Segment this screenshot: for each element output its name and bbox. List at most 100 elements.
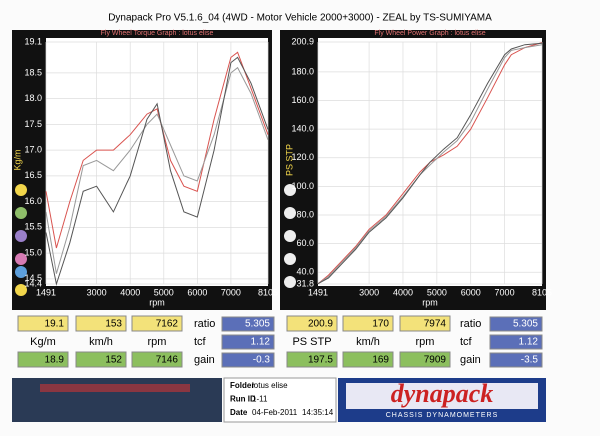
param-value: 1.12 [251, 337, 271, 348]
max-value: 153 [105, 319, 122, 330]
min-value: 7909 [424, 355, 447, 366]
param-label: ratio [194, 318, 215, 330]
x-axis-label: rpm [149, 297, 165, 307]
min-box [131, 351, 183, 368]
min-box [399, 351, 451, 368]
max-box [342, 315, 394, 332]
min-box [286, 351, 338, 368]
unit-label: km/h [89, 336, 113, 348]
x-tick-label: 4000 [393, 287, 413, 297]
logo-band [346, 383, 538, 409]
info-value: 04-Feb-2011 [252, 408, 298, 417]
max-box [75, 315, 127, 332]
data-line [45, 51, 269, 249]
param-label: tcf [194, 336, 207, 348]
data-line [45, 66, 269, 274]
x-tick-label: 3000 [87, 287, 107, 297]
max-box [131, 315, 183, 332]
logo-name: dynapack [391, 379, 494, 408]
max-value: 7974 [424, 319, 447, 330]
max-value: 170 [372, 319, 389, 330]
param-box [221, 334, 275, 350]
banner-stripe [40, 384, 190, 392]
x-tick-label: 5000 [154, 287, 174, 297]
x-tick-label: 7000 [221, 287, 241, 297]
x-tick-label: 6000 [187, 287, 207, 297]
min-value: 18.9 [45, 355, 65, 366]
info-value: 1-11 [252, 395, 268, 404]
unit-label: rpm [416, 336, 435, 348]
param-label: gain [194, 354, 215, 366]
y-tick-label: 18.0 [24, 93, 42, 103]
max-value: 7162 [156, 319, 179, 330]
max-box [286, 315, 338, 332]
min-box [342, 351, 394, 368]
info-box [223, 377, 337, 423]
x-tick-label: 6000 [461, 287, 481, 297]
x-tick-label: 4000 [120, 287, 140, 297]
chart-subtitle: Fly Wheel Power Graph : lotus elise [374, 30, 485, 37]
y-tick-label: 80.0 [296, 209, 314, 219]
info-label: Date [230, 408, 248, 417]
param-box [489, 352, 543, 368]
info-label: Run ID [230, 395, 256, 404]
param-label: gain [460, 354, 481, 366]
y-axis-label: PS STP [284, 144, 294, 176]
min-value: 7146 [156, 355, 179, 366]
min-box [75, 351, 127, 368]
param-value: 1.12 [519, 337, 539, 348]
y-tick-label: 31.8 [296, 278, 314, 288]
data-line [317, 42, 543, 285]
unit-label: rpm [148, 336, 167, 348]
min-box [17, 351, 69, 368]
y-tick-label: 160.0 [291, 95, 314, 105]
max-value: 200.9 [308, 319, 333, 330]
param-value: 5.305 [513, 319, 538, 330]
x-tick-label: 1491 [36, 287, 56, 297]
chart-subtitle: Fly Wheel Torque Graph : lotus elise [101, 30, 214, 37]
param-box [489, 316, 543, 332]
unit-label: Kg/m [30, 336, 56, 348]
y-tick-label: 15.5 [24, 222, 42, 232]
data-line [317, 44, 543, 285]
y-tick-label: 18.5 [24, 67, 42, 77]
y-tick-label: 16.5 [24, 170, 42, 180]
x-tick-label: 5000 [427, 287, 447, 297]
param-value: 5.305 [245, 319, 270, 330]
y-tick-label: 19.1 [24, 36, 42, 46]
logo-tagline: CHASSIS DYNAMOMETERS [386, 412, 499, 419]
param-label: ratio [460, 318, 481, 330]
y-tick-label: 100.0 [291, 181, 314, 191]
y-tick-label: 180.0 [291, 66, 314, 76]
max-value: 19.1 [45, 319, 65, 330]
param-box [221, 352, 275, 368]
x-tick-label: 8105 [258, 287, 278, 297]
x-axis-label: rpm [422, 297, 438, 307]
y-tick-label: 140.0 [291, 124, 314, 134]
y-tick-label: 200.9 [291, 36, 314, 46]
plot-area [46, 38, 268, 286]
max-box [17, 315, 69, 332]
x-tick-label: 3000 [359, 287, 379, 297]
y-tick-label: 17.5 [24, 119, 42, 129]
data-line [45, 56, 269, 286]
unit-label: km/h [356, 336, 380, 348]
info-value: lotus elise [252, 381, 288, 390]
info-value: 14:35:14 [302, 408, 334, 417]
y-tick-label: 17.0 [24, 145, 42, 155]
param-label: tcf [460, 336, 473, 348]
param-box [221, 316, 275, 332]
param-value: -3.5 [521, 355, 539, 366]
y-tick-label: 60.0 [296, 238, 314, 248]
info-label: Folder [230, 381, 254, 390]
indicators [15, 184, 296, 296]
x-tick-label: 8105 [532, 287, 552, 297]
x-tick-label: 7000 [495, 287, 515, 297]
y-tick-label: 16.0 [24, 196, 42, 206]
unit-label: PS STP [292, 336, 331, 348]
param-value: -0.3 [253, 355, 271, 366]
page-title: Dynapack Pro V5.1.6_04 (4WD - Motor Vehi… [108, 13, 492, 24]
min-value: 197.5 [308, 355, 333, 366]
x-tick-label: 1491 [308, 287, 328, 297]
